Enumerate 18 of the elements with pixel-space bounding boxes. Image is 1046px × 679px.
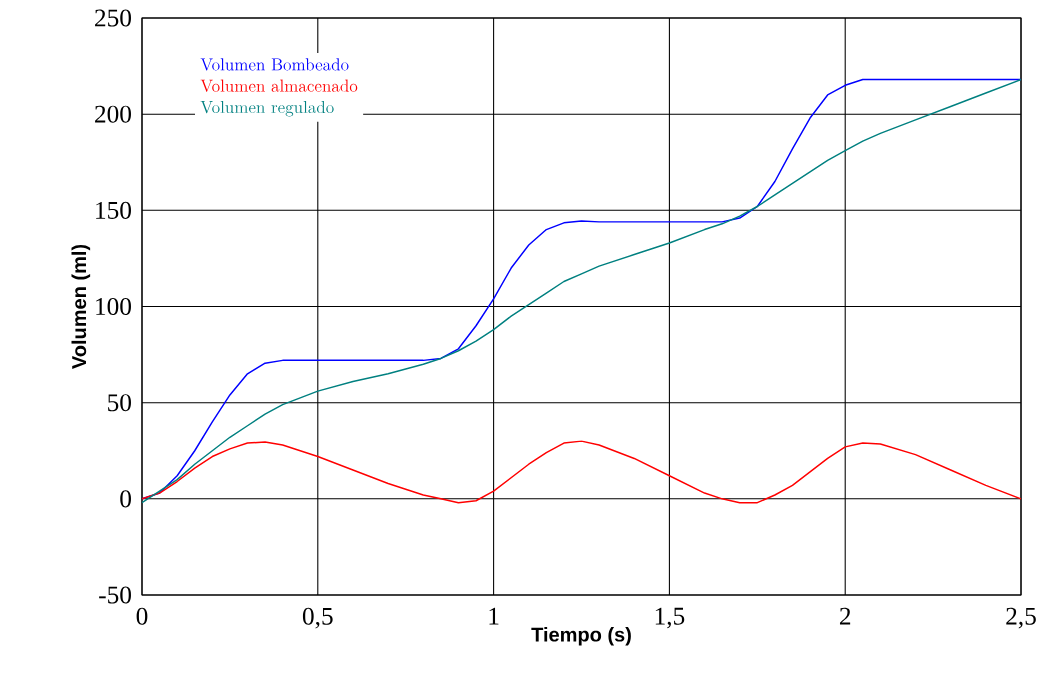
y-tick-label: 50 xyxy=(108,394,131,412)
text: Volumen regulado xyxy=(200,100,334,117)
y-tick-label: 100 xyxy=(96,297,131,316)
text: Volumen Bombeado xyxy=(200,58,349,71)
x-tick-label: 2 xyxy=(839,607,851,625)
x-tick-label: 2,5 xyxy=(1006,607,1036,629)
x-axis-title: Tiempo (s) xyxy=(531,626,631,646)
x-tick-label: 1 xyxy=(489,607,499,625)
y-tick-label: -50 xyxy=(99,586,131,604)
y-tick-label: 250 xyxy=(95,9,131,27)
y-tick-label: 150 xyxy=(96,201,131,219)
x-tick-label: 1,5 xyxy=(655,607,685,629)
y-axis-title: Volumen (ml) xyxy=(71,244,91,369)
y-tick-label: 0 xyxy=(120,490,131,508)
x-tick-label: 0 xyxy=(136,607,148,625)
x-tick-label: 0,5 xyxy=(302,607,333,629)
y-tick-label: 200 xyxy=(95,105,131,123)
text: Volumen almacenado xyxy=(200,79,358,92)
